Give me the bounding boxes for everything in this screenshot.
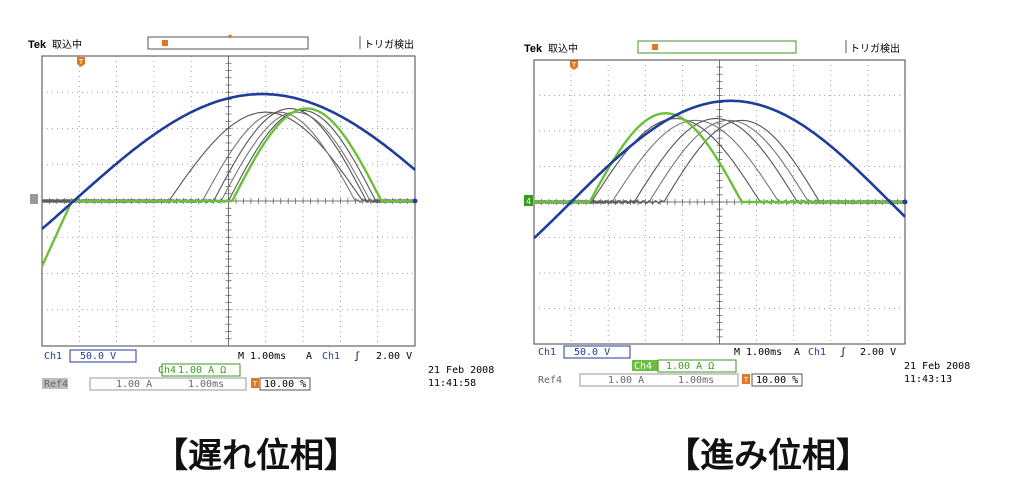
trigger-slope: ʃ [840,347,846,358]
ref4-time: 1.00ms [678,375,714,386]
trigger-status: トリガ検出 [850,42,900,55]
ch1-readout-box [69,349,137,363]
trigger-position-arrow [228,35,232,39]
scope-screen-lead: Tek 取込中 トリガ検出 T 4 Ch1 50.0 V M 1.00ms A … [512,0,1024,494]
timebase: M 1.00ms [734,347,782,358]
baseline-marker [902,199,908,205]
trace-ch4 [40,107,415,267]
capture-date: 21 Feb 2008 [428,365,494,376]
capture-time: 11:41:58 [428,378,476,389]
ch4-readout-box [657,359,737,373]
trigger-pos-icon [742,374,750,384]
trace-ch1 [533,99,906,240]
trigger-pos-value: 10.00 % [264,379,306,390]
trigger-time-marker-label: T [78,58,84,66]
ch1-label: Ch1 [538,347,556,358]
brand-label: Tek [28,39,47,51]
trigger-pos-box [259,377,311,391]
trigger-source: Ch1 [808,347,826,358]
trigger-pos-icon-label: T [252,380,258,388]
acquisition-status: 取込中 [548,42,578,55]
ref4-readout-box [89,377,247,391]
ref4-scale: 1.00 A [608,375,644,386]
ref4-time: 1.00ms [188,379,224,390]
ref4-scale: 1.00 A [116,379,152,390]
ch4-scale: 1.00 A Ω [178,365,226,376]
ref4-readout-box [579,373,739,387]
trigger-time-marker [77,57,85,67]
ch1-scale: 50.0 V [574,347,610,358]
caption-lead: 【進み位相】 [666,436,870,476]
ch4-ground-marker [524,195,533,206]
ref4-label: Ref4 [538,375,562,386]
brand-label: Tek [524,43,543,55]
record-trigger-marker [652,44,658,50]
trace-ch1 [41,92,416,230]
record-view-bar [637,40,797,54]
scope-svg: Tek 取込中 トリガ検出 T Ch1 50.0 V M 1.00ms A Ch… [28,35,494,391]
trigger-pos-value: 10.00 % [756,375,798,386]
ch4-readout-box [161,363,241,377]
ch4-scale: 1.00 A Ω [666,361,714,372]
ch4-label: Ch4 [634,361,652,372]
trigger-slope: ʃ [354,351,360,362]
trigger-source: Ch1 [322,351,340,362]
trigger-level: 2.00 V [860,347,896,358]
graticule [40,55,418,347]
graticule [533,59,908,345]
ch1-label: Ch1 [44,351,62,362]
record-trigger-marker [162,40,168,46]
timebase: M 1.00ms [238,351,286,362]
trigger-source-prefix: A [306,351,312,362]
scope-screen-lag: Tek 取込中 トリガ検出 T Ch1 50.0 V M 1.00ms A Ch… [28,35,494,476]
trigger-pos-icon-label: T [743,376,749,384]
record-view-bar [147,36,309,50]
trigger-time-marker [570,60,578,70]
trigger-level: 2.00 V [376,351,412,362]
ch4-ground-marker [30,194,38,204]
ch1-readout-box [563,345,631,359]
ref4-label: Ref4 [44,379,68,390]
trace-ch4 [534,112,905,204]
trigger-pos-box [751,373,803,387]
acquisition-status: 取込中 [52,38,82,51]
trigger-source-prefix: A [794,347,800,358]
capture-date: 21 Feb 2008 [904,361,970,372]
ch4-ground-marker-label: 4 [526,197,531,206]
ch4-badge [632,360,658,371]
ch4-label: Ch4 [158,365,176,376]
ch1-scale: 50.0 V [80,351,116,362]
ref4-badge [42,378,68,389]
trigger-pos-icon [251,378,259,388]
caption-lag: 【遅れ位相】 [154,436,358,476]
trigger-time-marker-label: T [571,61,577,69]
capture-time: 11:43:13 [904,374,952,385]
trigger-status: トリガ検出 [364,38,414,51]
scope-svg: Tek 取込中 トリガ検出 T 4 Ch1 50.0 V M 1.00ms A … [524,40,970,387]
baseline-marker [412,198,418,204]
